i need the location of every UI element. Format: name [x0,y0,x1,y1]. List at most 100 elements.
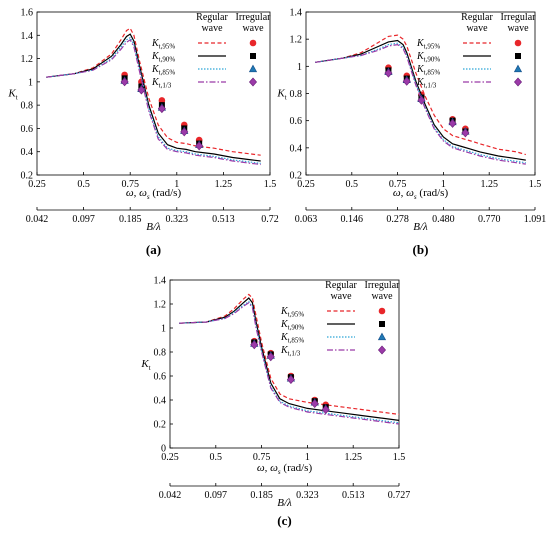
y-tick-label: 0.4 [290,143,303,154]
series-line-2 [179,297,399,421]
x-tick-label: 1.5 [393,452,406,463]
series-line-1 [315,34,526,156]
legend-marker [515,53,521,59]
secondary-tick-label: 0.770 [478,214,501,225]
y-tick-label: 1.2 [21,54,34,65]
data-point [158,97,166,104]
secondary-tick-label: 0.185 [250,490,273,501]
data-point [137,85,146,95]
legend-header-irregular: Irregular [501,12,537,23]
panel-label: (b) [413,242,429,257]
data-point [120,77,129,87]
legend-marker [377,345,387,355]
chart-panel-3: 0 0.2 0.4 0.6 0.8 1 1.2 1.4 0.25 0.5 0.75 1 1.25 1.5 K… [140,276,410,529]
legend-marker [513,64,523,73]
secondary-tick-label: 0.513 [342,490,365,501]
x-axis-label: ω, ωs (rad/s) [393,187,449,201]
y-tick-label: 1.6 [21,8,34,19]
x-tick-label: 0.5 [77,179,90,190]
legend-marker [248,64,258,73]
secondary-axis-label: B/λ [146,221,161,233]
y-tick-label: 0.8 [154,348,167,359]
data-point [402,76,411,86]
secondary-tick-label: 1.091 [524,214,547,225]
secondary-tick-label: 0.185 [119,214,142,225]
chart-panel-1: 0.2 0.4 0.6 0.8 1 1.2 1.4 1.6 0.25 0.5 0.75 1 1.25 1.… [7,8,278,258]
secondary-tick-label: 0.323 [296,490,319,501]
y-tick-label: 0.2 [290,171,303,182]
legend-label: Kt,90% [416,51,440,64]
data-point [195,141,204,151]
y-tick-label: 0.6 [21,124,34,135]
data-point [461,128,470,138]
secondary-axis-label: B/λ [413,221,428,233]
chart-panel-2: 0.2 0.4 0.6 0.8 1 1.2 1.4 0.25 0.5 0.75 1 1.25 1.5 Kt… [276,8,546,258]
legend-header-regular: Regular [196,12,228,23]
series-line-1 [179,293,399,415]
series-line-1 [46,27,261,156]
secondary-tick-label: 0.146 [341,214,364,225]
series-line-2 [315,39,526,161]
data-point [180,127,189,137]
panel-label: (c) [277,513,291,528]
legend-label: Kt,1/3 [416,77,437,90]
x-tick-label: 0.75 [389,179,407,190]
legend-marker [250,53,256,59]
legend-header-irregular-sub: wave [242,23,264,34]
legend-header-irregular-sub: wave [371,291,393,302]
x-axis-label: ω, ωs (rad/s) [126,187,182,201]
x-tick-label: 1 [441,179,446,190]
x-tick-label: 0.25 [297,179,315,190]
secondary-tick-label: 0.323 [166,214,189,225]
legend-header-regular-sub: wave [466,23,488,34]
legend-label: Kt,1/3 [280,345,301,358]
secondary-tick-label: 0.042 [26,214,49,225]
legend-marker [249,39,257,47]
x-tick-label: 0.75 [253,452,271,463]
x-tick-label: 0.5 [210,452,223,463]
y-tick-label: 0.8 [21,101,34,112]
y-tick-label: 1 [28,77,33,88]
legend-marker [514,39,522,47]
secondary-axis-label: B/λ [277,497,292,509]
secondary-tick-label: 0.513 [212,214,235,225]
series-line-4 [179,301,399,425]
legend-label: Kt,85% [151,64,175,77]
legend-label: Kt,90% [151,51,175,64]
legend-header-regular: Regular [461,12,493,23]
series-line-2 [46,33,261,162]
x-tick-label: 1.5 [264,179,277,190]
data-point [250,340,259,350]
y-tick-label: 0.4 [21,147,34,158]
y-tick-label: 1.4 [21,31,34,42]
y-tick-label: 0.4 [154,396,167,407]
panel-label: (a) [146,242,161,257]
data-point [321,405,330,415]
data-point [310,399,319,409]
y-axis-label: Kt [140,358,150,372]
secondary-tick-label: 0.097 [205,490,228,501]
legend-label: Kt,85% [280,332,304,345]
legend-label: Kt,90% [280,319,304,332]
secondary-tick-label: 0.042 [159,490,182,501]
legend-header-irregular: Irregular [236,12,272,23]
legend-label: Kt,95% [416,38,440,51]
y-tick-label: 1.4 [290,8,303,19]
plot-frame [36,11,271,176]
x-tick-label: 0.25 [28,179,46,190]
data-point [157,104,166,114]
y-axis-label: Kt [7,88,17,102]
secondary-tick-label: 0.727 [388,490,411,501]
legend-header-regular: Regular [325,280,357,291]
legend-marker [379,321,385,327]
y-tick-label: 0.2 [21,171,34,182]
data-point [286,375,295,385]
secondary-tick-label: 0.097 [72,214,95,225]
y-tick-label: 1.4 [154,276,167,287]
plot-frame [169,279,400,449]
y-tick-label: 0.6 [154,372,167,383]
data-point [384,68,393,78]
x-tick-label: 1.25 [344,452,362,463]
legend-marker [513,77,523,87]
series-line-4 [46,39,261,166]
